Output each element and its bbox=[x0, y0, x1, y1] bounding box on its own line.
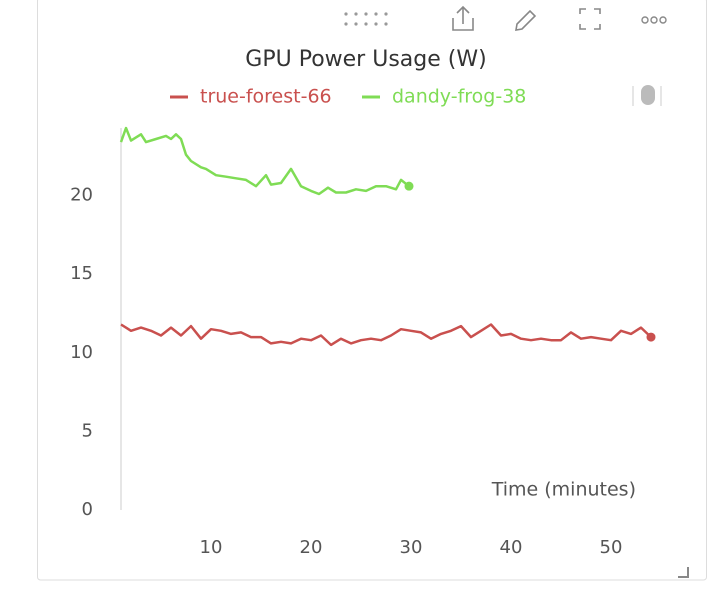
x-tick-label: 20 bbox=[300, 537, 323, 558]
share-icon[interactable] bbox=[452, 5, 474, 31]
x-axis-label: Time (minutes) bbox=[491, 479, 636, 501]
plot: 0 5 10 15 20 10 20 30 40 50 Time (minutes) true-for… bbox=[70, 86, 656, 558]
legend-label: dandy-frog-38 bbox=[392, 86, 526, 108]
y-tick-label: 0 bbox=[82, 499, 93, 520]
y-tick-label: 15 bbox=[70, 263, 93, 284]
resize-handle[interactable] bbox=[678, 567, 689, 578]
drag-handle[interactable] bbox=[344, 12, 388, 26]
end-point bbox=[404, 181, 414, 191]
x-tick-label: 10 bbox=[200, 537, 223, 558]
series-line bbox=[120, 323, 652, 347]
panel-border bbox=[37, 0, 707, 581]
y-tick-label: 5 bbox=[82, 420, 93, 441]
series-line bbox=[119, 126, 410, 196]
more-icon[interactable] bbox=[641, 16, 667, 24]
y-tick-label: 10 bbox=[70, 342, 93, 363]
edit-icon[interactable] bbox=[515, 9, 537, 31]
y-tick-label: 20 bbox=[70, 185, 93, 206]
x-tick-label: 40 bbox=[500, 537, 523, 558]
x-tick-label: 30 bbox=[400, 537, 423, 558]
x-tick-label: 50 bbox=[600, 537, 623, 558]
fullscreen-icon[interactable] bbox=[579, 8, 601, 30]
legend-scroll[interactable] bbox=[632, 85, 662, 106]
chart-title: GPU Power Usage (W) bbox=[245, 47, 486, 72]
end-point bbox=[646, 332, 656, 342]
legend-label: true-forest-66 bbox=[200, 86, 332, 108]
